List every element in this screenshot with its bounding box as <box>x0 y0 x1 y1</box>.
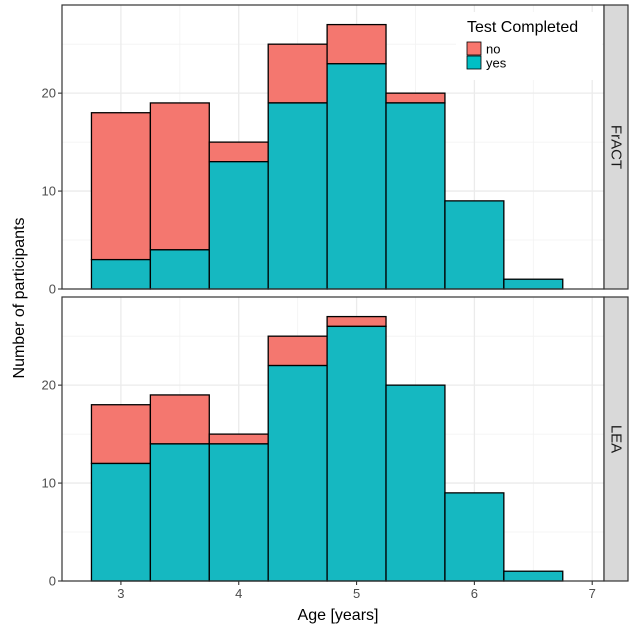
y-tick-label: 0 <box>49 282 56 297</box>
bar-yes-LEA-6.5 <box>503 570 564 582</box>
bar-no-FrACT-3.5 <box>149 102 210 251</box>
bar-yes-LEA-3.5 <box>149 443 210 582</box>
bar-yes-LEA-6 <box>444 492 505 582</box>
y-tick-label: 0 <box>49 574 56 589</box>
x-tick-label: 6 <box>471 586 478 601</box>
legend-label-no: no <box>486 42 500 57</box>
legend-title: Test Completed <box>467 19 578 36</box>
bar-yes-FrACT-3.5 <box>149 249 210 290</box>
strip-background-LEA <box>603 296 629 582</box>
bar-no-FrACT-4.5 <box>267 43 328 104</box>
legend-key-no <box>466 41 482 56</box>
bar-yes-FrACT-5 <box>326 63 387 290</box>
bar-yes-FrACT-4.5 <box>267 102 328 290</box>
bar-no-LEA-5 <box>326 315 387 328</box>
bar-no-LEA-4.5 <box>267 335 328 367</box>
bar-no-LEA-3.5 <box>149 394 210 445</box>
legend-key-yes <box>466 55 482 70</box>
bar-no-FrACT-5.5 <box>385 92 446 104</box>
bar-yes-FrACT-3 <box>90 258 152 290</box>
bar-no-FrACT-3 <box>90 112 152 261</box>
strip-label-FrACT: FrACT <box>608 125 625 169</box>
legend-label-yes: yes <box>486 56 507 71</box>
bar-no-FrACT-4 <box>208 141 269 163</box>
y-tick-label: 10 <box>42 476 56 491</box>
bar-yes-FrACT-4 <box>208 161 269 290</box>
strip-label-LEA: LEA <box>608 425 625 453</box>
bar-yes-LEA-3 <box>90 462 152 582</box>
bar-no-LEA-4 <box>208 433 269 445</box>
bar-yes-FrACT-6 <box>444 200 505 290</box>
y-axis-title: Number of participants <box>11 218 28 379</box>
bar-yes-LEA-4 <box>208 443 269 582</box>
y-tick-label: 20 <box>42 378 56 393</box>
bar-yes-LEA-4.5 <box>267 364 328 582</box>
x-tick-label: 5 <box>353 586 360 601</box>
x-tick-label: 4 <box>235 586 242 601</box>
bar-yes-FrACT-5.5 <box>385 102 446 290</box>
strip-background-FrACT <box>603 4 629 290</box>
bar-yes-LEA-5 <box>326 325 387 582</box>
bar-no-FrACT-5 <box>326 23 387 65</box>
y-tick-label: 10 <box>42 184 56 199</box>
bar-no-LEA-3 <box>90 404 152 465</box>
y-tick-label: 20 <box>42 86 56 101</box>
x-axis-title: Age [years] <box>298 607 379 624</box>
x-tick-label: 3 <box>117 586 124 601</box>
bar-yes-LEA-5.5 <box>385 384 446 582</box>
x-tick-label: 7 <box>589 586 596 601</box>
bar-yes-FrACT-6.5 <box>503 278 564 290</box>
